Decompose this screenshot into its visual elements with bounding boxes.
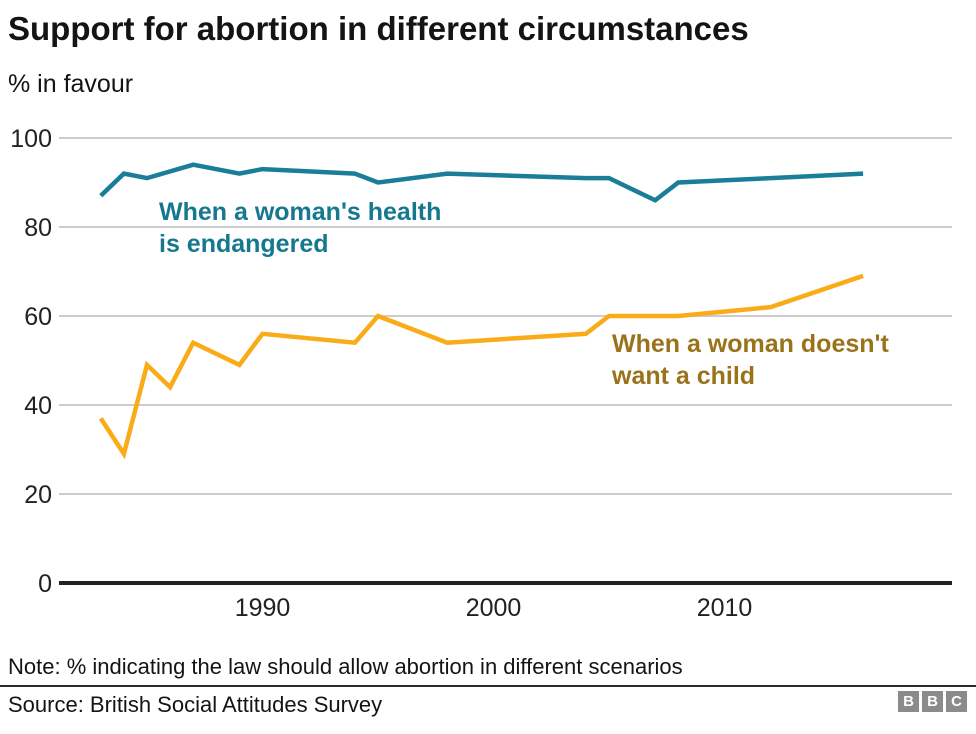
series-line-1	[98, 273, 864, 460]
series-label-line-1: When a woman's health	[159, 198, 442, 226]
footer-divider	[0, 685, 976, 687]
bbc-logo-block-b1: B	[898, 691, 919, 712]
series-label-health-endangered: When a woman's health is endangered	[159, 196, 441, 260]
x-tick-label: 2000	[466, 594, 522, 622]
chart-title: Support for abortion in different circum…	[8, 10, 749, 47]
source-text: Source: British Social Attitudes Survey	[8, 692, 383, 717]
y-tick-label: 0	[38, 570, 52, 598]
y-tick-label: 20	[24, 481, 52, 509]
y-tick-label: 40	[24, 392, 52, 420]
series-line-0	[99, 162, 864, 203]
note-text: Note: % indicating the law should allow …	[8, 654, 683, 679]
x-tick-label: 1990	[235, 594, 291, 622]
bbc-logo-block-b2: B	[922, 691, 943, 712]
bbc-logo: B B C	[898, 691, 967, 712]
series-label-line-1: When a woman doesn't	[612, 330, 889, 358]
y-tick-label: 80	[24, 214, 52, 242]
y-tick-label: 60	[24, 303, 52, 331]
series-label-line-2: want a child	[612, 362, 756, 390]
bbc-logo-block-c: C	[946, 691, 967, 712]
chart-subtitle: % in favour	[8, 70, 134, 98]
y-tick-label: 100	[10, 125, 52, 153]
x-tick-label: 2010	[697, 594, 753, 622]
series-label-line-2: is endangered	[159, 230, 329, 258]
series-label-doesnt-want-child: When a woman doesn't want a child	[612, 328, 889, 392]
